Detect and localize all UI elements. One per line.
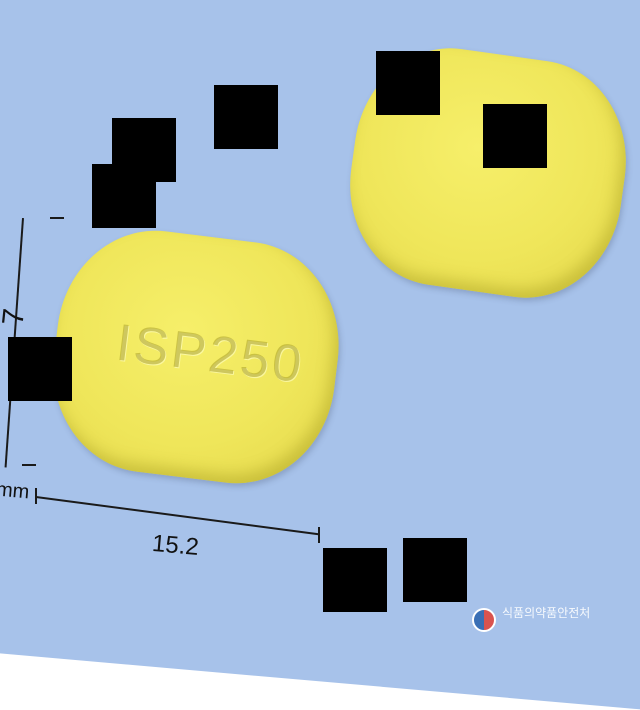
watermark: 식품의약품안전처 xyxy=(472,604,640,644)
redaction-box xyxy=(403,538,467,602)
height-ruler-cap-bottom xyxy=(22,464,36,466)
watermark-text: 식품의약품안전처 xyxy=(502,606,591,620)
height-ruler-cap-top xyxy=(50,217,64,219)
width-ruler-cap-left xyxy=(35,488,37,504)
redaction-box xyxy=(92,164,156,228)
redaction-box xyxy=(483,104,547,168)
unit-label: mm xyxy=(0,478,31,504)
redaction-box xyxy=(214,85,278,149)
redaction-box xyxy=(8,337,72,401)
redaction-box xyxy=(323,548,387,612)
government-seal-icon xyxy=(472,608,496,632)
height-measurement-label: 7 xyxy=(0,306,32,327)
redaction-box xyxy=(376,51,440,115)
width-measurement-label: 15.2 xyxy=(150,530,200,561)
width-ruler-cap-right xyxy=(318,527,320,543)
